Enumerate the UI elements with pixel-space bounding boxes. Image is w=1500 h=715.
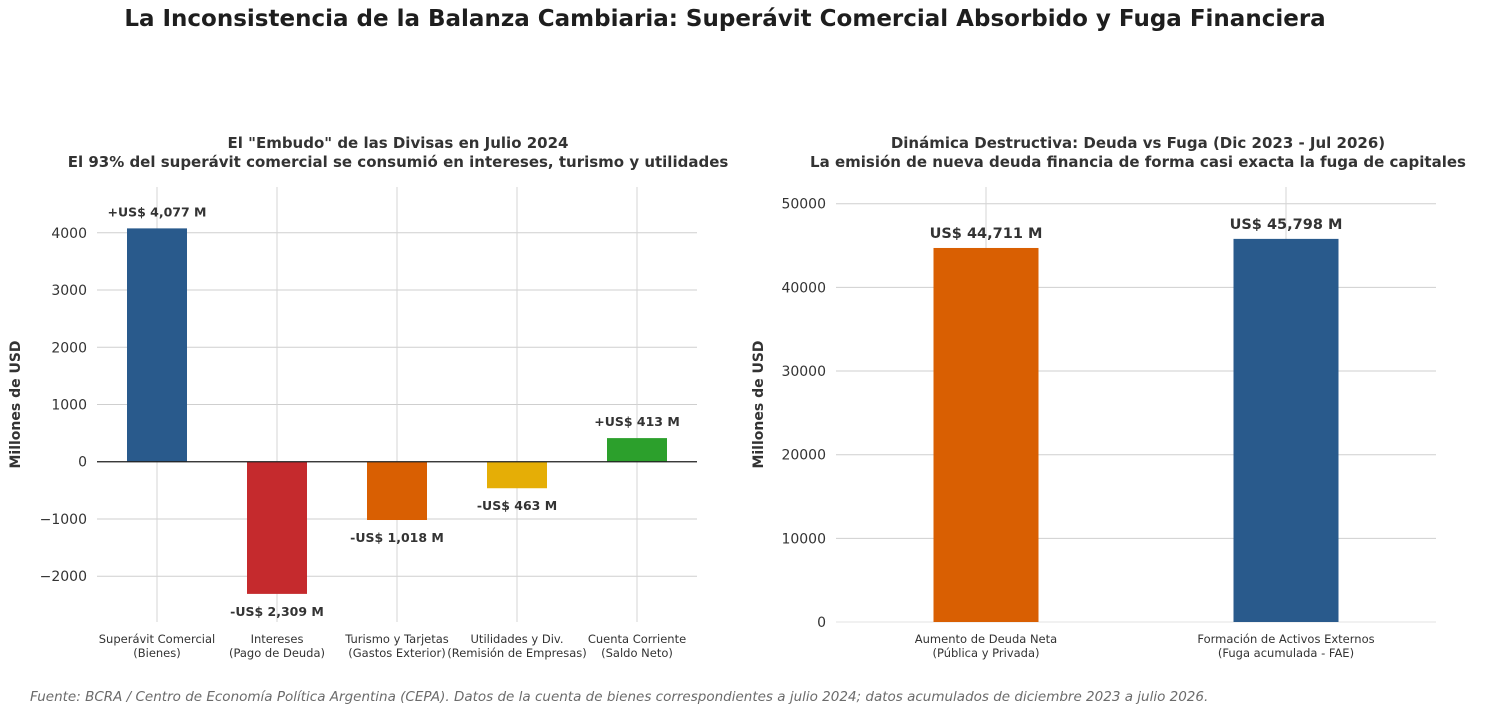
chart-panel-left: El "Embudo" de las Divisas en Julio 2024…: [8, 134, 728, 660]
x-tick-label: Cuenta Corriente: [588, 632, 686, 646]
y-tick-label: 20000: [781, 448, 826, 464]
y-tick-label: 10000: [781, 531, 826, 547]
y-tick-label: 4000: [51, 226, 87, 242]
x-tick-label: (Bienes): [133, 646, 181, 660]
data-label: +US$ 413 M: [594, 414, 680, 429]
bar: [367, 461, 427, 521]
y-tick-label: −1000: [40, 512, 87, 528]
y-tick-label: 50000: [781, 197, 826, 213]
y-tick-label: 1000: [51, 398, 87, 414]
y-axis-label: Millones de USD: [751, 340, 767, 468]
bar: [933, 247, 1039, 623]
y-tick-label: −2000: [40, 569, 87, 585]
main-title: La Inconsistencia de la Balanza Cambiari…: [124, 6, 1326, 32]
data-label: -US$ 2,309 M: [230, 604, 324, 619]
y-tick-label: 0: [817, 615, 826, 631]
x-tick-label: (Remisión de Empresas): [447, 646, 586, 660]
x-tick-label: Utilidades y Div.: [471, 632, 564, 646]
data-label: US$ 44,711 M: [930, 226, 1043, 242]
x-tick-label: (Saldo Neto): [601, 646, 673, 660]
y-tick-label: 40000: [781, 280, 826, 296]
y-tick-label: 0: [78, 455, 87, 471]
data-label: US$ 45,798 M: [1230, 217, 1343, 233]
x-tick-label: Aumento de Deuda Neta: [915, 632, 1057, 646]
x-tick-label: (Pública y Privada): [932, 646, 1039, 660]
x-tick-label: (Fuga acumulada - FAE): [1218, 646, 1354, 660]
data-label: -US$ 1,018 M: [350, 530, 444, 545]
x-tick-label: Turismo y Tarjetas: [344, 632, 449, 646]
y-tick-label: 3000: [51, 283, 87, 299]
x-tick-label: Superávit Comercial: [99, 632, 215, 646]
y-axis-label: Millones de USD: [8, 340, 24, 468]
bar: [1233, 238, 1339, 622]
x-tick-label: Intereses: [251, 632, 304, 646]
bar: [607, 438, 667, 462]
panel-subtitle: La emisión de nueva deuda financia de fo…: [810, 153, 1466, 171]
data-label: +US$ 4,077 M: [107, 204, 206, 219]
x-tick-label: (Pago de Deuda): [229, 646, 325, 660]
bar: [487, 461, 547, 489]
y-tick-label: 30000: [781, 364, 826, 380]
panel-subtitle: El 93% del superávit comercial se consum…: [68, 153, 729, 171]
bar: [127, 228, 187, 462]
data-label: -US$ 463 M: [477, 498, 557, 513]
bar: [247, 461, 307, 594]
panel-title: El "Embudo" de las Divisas en Julio 2024: [228, 134, 569, 152]
y-tick-label: 2000: [51, 340, 87, 356]
source-footnote: Fuente: BCRA / Centro de Economía Políti…: [30, 689, 1209, 705]
x-tick-label: Formación de Activos Externos: [1197, 632, 1374, 646]
chart-panel-right: Dinámica Destructiva: Deuda vs Fuga (Dic…: [751, 134, 1466, 660]
x-tick-label: (Gastos Exterior): [348, 646, 445, 660]
panel-title: Dinámica Destructiva: Deuda vs Fuga (Dic…: [891, 134, 1385, 152]
